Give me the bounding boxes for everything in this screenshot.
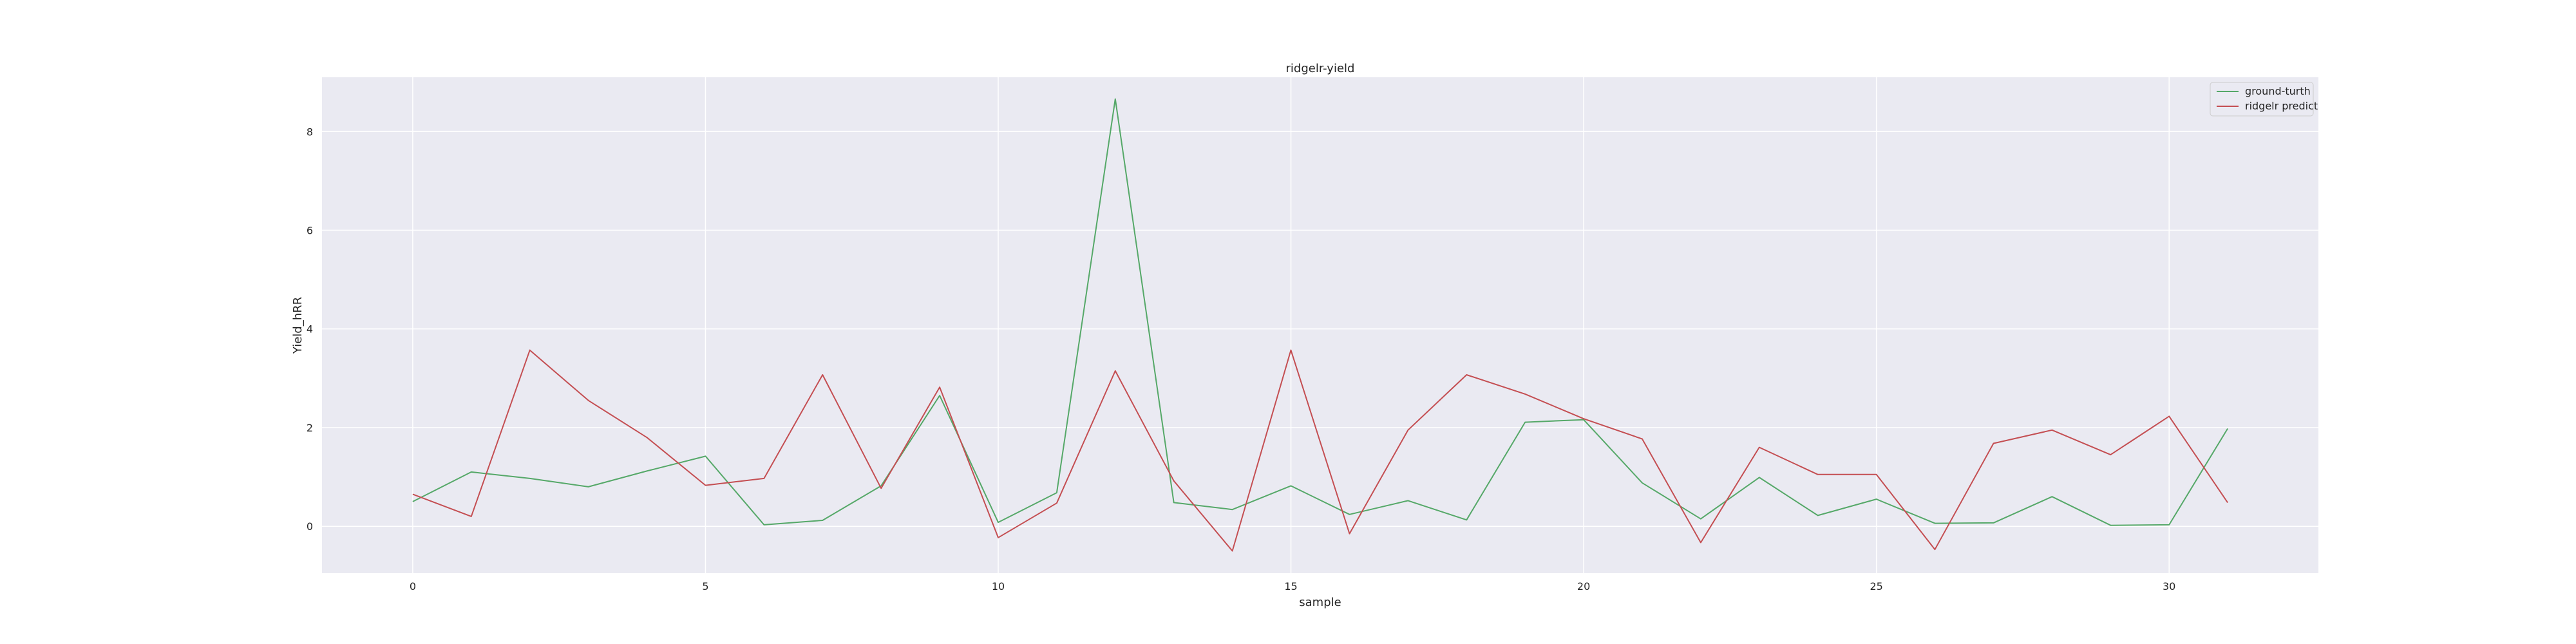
x-tick-label: 5 [702, 580, 708, 592]
series-layer [412, 98, 2228, 552]
y-tick-label: 2 [307, 422, 313, 434]
legend-label-ridgelr-predict: ridgelr predict [2245, 100, 2318, 112]
series-line-ridgelr-predict [412, 349, 2228, 552]
y-tick-label: 0 [307, 520, 313, 533]
y-tick-label: 8 [307, 126, 313, 138]
y-tick-label: 6 [307, 225, 313, 237]
x-axis-label: sample [1299, 596, 1341, 609]
x-tick-label: 10 [992, 580, 1005, 592]
y-axis-label: Yield_hRR [291, 297, 305, 354]
y-tick-label: 4 [307, 323, 313, 336]
chart-title: ridgelr-yield [1286, 62, 1355, 75]
legend: ground-turth ridgelr predict [2210, 82, 2318, 117]
x-tick-label: 0 [410, 580, 416, 592]
legend-label-ground-turth: ground-turth [2245, 85, 2311, 97]
x-tick-labels: 0 5 10 15 20 25 30 [410, 580, 2176, 592]
x-tick-label: 15 [1284, 580, 1297, 592]
x-tick-label: 20 [1577, 580, 1590, 592]
series-line-ground-turth [412, 98, 2228, 526]
plot-area [322, 77, 2318, 573]
grid [322, 77, 2318, 573]
x-tick-label: 30 [2163, 580, 2175, 592]
y-tick-labels: 0 2 4 6 8 [307, 126, 313, 533]
x-tick-label: 25 [1870, 580, 1882, 592]
